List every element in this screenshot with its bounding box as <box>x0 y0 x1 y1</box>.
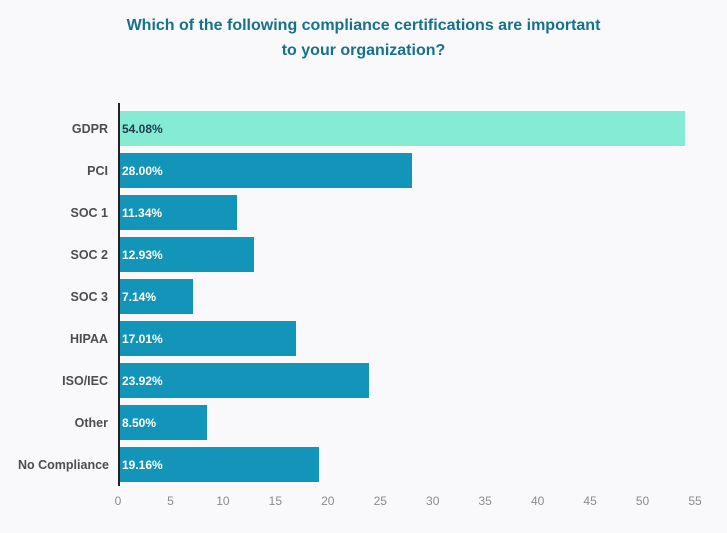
category-label: HIPAA <box>70 331 108 346</box>
x-axis-tick-label: 25 <box>373 493 387 508</box>
x-axis: 0 5 10 15 20 25 30 35 40 45 50 55 <box>18 486 702 516</box>
category-label: SOC 2 <box>70 247 108 262</box>
x-axis-tick-label: 30 <box>426 493 440 508</box>
x-axis-tick-label: 40 <box>530 493 545 508</box>
bar-track: 54.08% <box>118 111 695 147</box>
chart-row: HIPAA 17.01% <box>18 318 695 360</box>
bar-value-label: 54.08% <box>122 121 163 136</box>
bar-track: 7.14% <box>118 279 695 315</box>
category-label: GDPR <box>71 121 108 136</box>
bar-track: 8.50% <box>118 405 695 441</box>
x-axis-tick-label: 55 <box>688 493 702 508</box>
bar-value-label: 23.92% <box>122 373 163 388</box>
chart-row: ISO/IEC 23.92% <box>18 360 695 402</box>
bar-value-label: 7.14% <box>122 289 157 304</box>
bar-track: 23.92% <box>118 363 695 399</box>
bar-value-label: 19.16% <box>122 457 163 472</box>
chart-row: SOC 2 12.93% <box>18 234 695 276</box>
bar: 8.50% <box>118 405 208 441</box>
x-axis-tick-label: 10 <box>216 493 230 508</box>
category-label: SOC 1 <box>70 205 108 220</box>
bar-track: 12.93% <box>118 237 695 273</box>
x-axis-tick-label: 0 <box>114 493 122 508</box>
bar-track: 11.34% <box>118 195 695 231</box>
x-axis-spacer <box>18 486 118 516</box>
x-axis-tick-label: 15 <box>268 493 283 508</box>
bar: 11.34% <box>118 195 237 231</box>
bar: 17.01% <box>118 321 297 357</box>
category-label: PCI <box>87 163 108 178</box>
bar-value-label: 12.93% <box>122 247 163 262</box>
x-axis-ticks: 0 5 10 15 20 25 30 35 40 45 50 55 <box>114 486 702 516</box>
chart-row: GDPR 54.08% <box>18 108 695 150</box>
bar: 23.92% <box>118 363 369 399</box>
bar: 19.16% <box>118 447 319 483</box>
bar-value-label: 28.00% <box>122 163 163 178</box>
bar: 12.93% <box>118 237 254 273</box>
chart-row: PCI 28.00% <box>18 150 695 192</box>
category-label: Other <box>74 415 108 430</box>
x-axis-tick-label: 50 <box>635 493 650 508</box>
bar: 54.08% <box>118 111 686 147</box>
bar: 28.00% <box>118 153 412 189</box>
bar-chart: GDPR 54.08% PCI 28.00% SOC 1 11.34% SOC 2 12.93… <box>18 108 695 486</box>
chart-row: SOC 3 7.14% <box>18 276 695 318</box>
category-label: ISO/IEC <box>62 373 108 388</box>
x-axis-tick-label: 5 <box>167 493 174 508</box>
bar-value-label: 17.01% <box>122 331 163 346</box>
bar-track: 28.00% <box>118 153 695 189</box>
bar-track: 19.16% <box>118 447 695 483</box>
chart-row: SOC 1 11.34% <box>18 192 695 234</box>
chart-row: No Compliance 19.16% <box>18 444 695 486</box>
bar-track: 17.01% <box>118 321 695 357</box>
chart-row: Other 8.50% <box>18 402 695 444</box>
category-label: SOC 3 <box>70 289 108 304</box>
category-label: No Compliance <box>18 457 109 472</box>
bar-value-label: 11.34% <box>122 205 163 220</box>
x-axis-tick-label: 45 <box>583 493 597 508</box>
y-axis-line <box>118 102 120 486</box>
bar-value-label: 8.50% <box>122 415 157 430</box>
x-axis-tick-label: 20 <box>321 493 335 508</box>
chart-title: Which of the following compliance certif… <box>126 17 601 59</box>
plot-area: GDPR 54.08% PCI 28.00% SOC 1 11.34% SOC 2 12.93… <box>18 102 709 516</box>
bar: 7.14% <box>118 279 193 315</box>
x-axis-tick-label: 35 <box>478 493 492 508</box>
